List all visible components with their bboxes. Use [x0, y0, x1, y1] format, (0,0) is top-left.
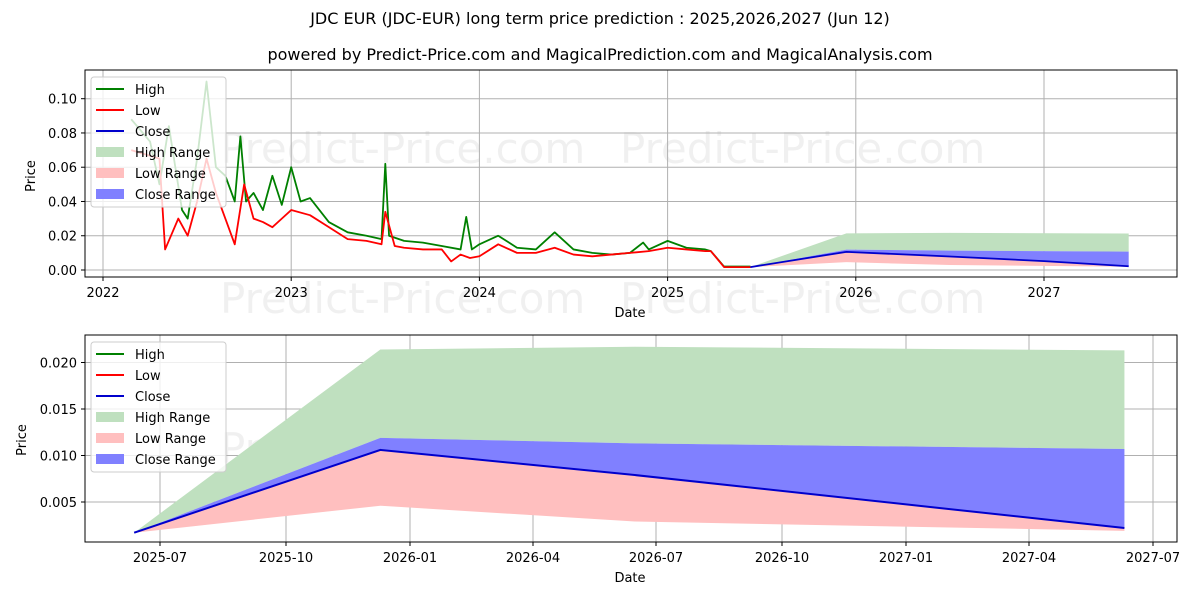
low-range-band — [134, 449, 1125, 533]
y-axis-label: Price — [15, 424, 30, 456]
x-tick-label: 2026-07 — [629, 551, 683, 566]
x-tick-label: 2025-10 — [259, 551, 313, 566]
close-range-band — [134, 437, 1125, 533]
legend-swatch — [96, 147, 124, 157]
y-tick-label: 0.04 — [48, 195, 77, 210]
legend-item-label: High Range — [135, 146, 210, 161]
legend-item-label: Close — [135, 125, 170, 140]
watermark-text: Predict-Price.com — [220, 274, 585, 323]
legend-swatch — [96, 412, 124, 422]
plot-area — [130, 80, 1129, 268]
axis-ticks: 2025-07 2025-10 2026-01 2026-04 2026-07 2026-… — [40, 357, 1180, 567]
legend: High Low Close High Range Low Range Close Ran… — [90, 76, 227, 208]
chart-title: JDC EUR (JDC-EUR) long term price predic… — [310, 9, 890, 28]
chart-subtitle: powered by Predict-Price.com and Magical… — [267, 45, 933, 64]
legend-swatch — [96, 189, 124, 199]
x-tick-label: 2027-04 — [1002, 551, 1056, 566]
legend-swatch — [96, 454, 124, 464]
close-range-band — [750, 249, 1129, 268]
x-axis-label: Date — [614, 571, 645, 586]
legend: High Low Close High Range Low Range Close Ran… — [90, 341, 227, 473]
axis-ticks: 2022 2023 2024 2025 2026 2027 0.00 0.02 0.04 0.06… — [48, 93, 1061, 301]
y-tick-label: 0.020 — [40, 357, 77, 372]
high-range-band — [134, 346, 1125, 533]
legend-item-label: Low — [135, 104, 161, 119]
legend-item-label: Close — [135, 390, 170, 405]
y-tick-label: 0.06 — [48, 161, 77, 176]
x-tick-label: 2026-10 — [755, 551, 809, 566]
legend-item-label: High Range — [135, 411, 210, 426]
legend-item-label: High — [135, 348, 165, 363]
close-line — [750, 250, 1129, 268]
high-range-band — [750, 232, 1129, 268]
close-line — [133, 448, 1125, 534]
x-tick-label: 2024 — [463, 286, 496, 301]
x-tick-label: 2026-01 — [383, 551, 437, 566]
y-tick-label: 0.10 — [48, 93, 77, 108]
watermarks: Predict-Price.com Predict-Price.com Predic… — [220, 124, 985, 323]
x-tick-label: 2027 — [1027, 286, 1060, 301]
y-tick-label: 0.02 — [48, 230, 77, 245]
legend-item-label: Low Range — [135, 432, 206, 447]
plot-area — [133, 346, 1125, 534]
x-tick-label: 2027-07 — [1126, 551, 1180, 566]
y-tick-label: 0.015 — [40, 403, 77, 418]
axes-frame — [84, 334, 1178, 543]
long-term-chart: Predict-Price.com Predict-Price.com Predic… — [24, 69, 1178, 323]
watermark-text: Predict-Price.com — [620, 124, 985, 173]
y-tick-label: 0.08 — [48, 127, 77, 142]
legend-item-label: High — [135, 83, 165, 98]
watermark-text: Predict-Price.com — [620, 274, 985, 323]
axes-frame — [84, 69, 1178, 278]
y-tick-label: 0.00 — [48, 264, 77, 279]
legend-item-label: Low Range — [135, 167, 206, 182]
legend-item-label: Low — [135, 369, 161, 384]
y-tick-label: 0.005 — [40, 496, 77, 511]
y-axis-label: Price — [24, 160, 39, 192]
watermark-text: Predict-Price.com — [220, 124, 585, 173]
x-tick-label: 2025-07 — [133, 551, 187, 566]
legend-swatch — [96, 433, 124, 443]
x-tick-label: 2026 — [839, 286, 872, 301]
y-tick-label: 0.010 — [40, 450, 77, 465]
x-axis-label: Date — [614, 306, 645, 321]
x-tick-label: 2027-01 — [879, 551, 933, 566]
legend-item-label: Close Range — [135, 453, 216, 468]
x-tick-label: 2023 — [275, 286, 308, 301]
x-tick-label: 2022 — [86, 286, 119, 301]
low-range-band — [750, 251, 1129, 268]
x-tick-label: 2025 — [651, 286, 684, 301]
legend-item-label: Close Range — [135, 188, 216, 203]
legend-swatch — [96, 168, 124, 178]
x-tick-label: 2026-04 — [506, 551, 560, 566]
